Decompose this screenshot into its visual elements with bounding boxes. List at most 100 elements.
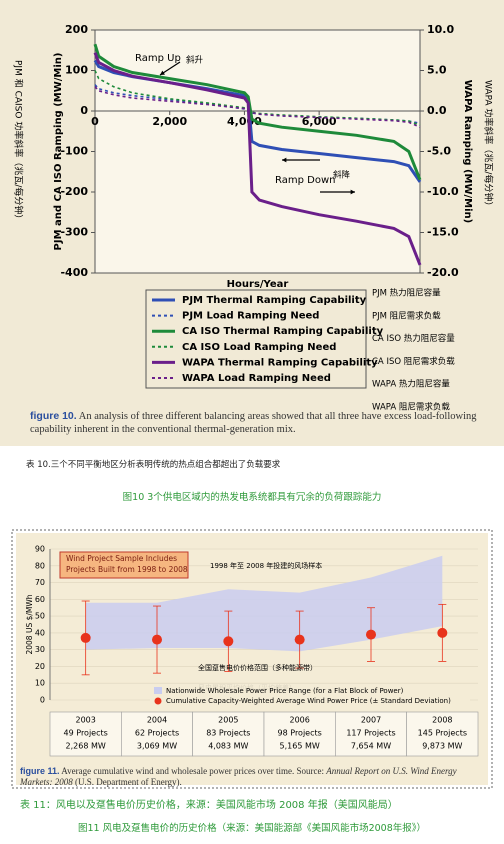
table-cell: [49, 711, 122, 757]
annotation: 斜升: [186, 55, 204, 66]
price-range-band: [85, 555, 443, 652]
legend-label-zh: PJM 热力阻尼容量: [372, 288, 441, 299]
capacity-label: 5,165 MW: [280, 742, 320, 751]
caption: figure 11. Average cumulative wind and w…: [20, 766, 490, 788]
capacity-label: 9,873 MW: [422, 742, 462, 751]
capacity-label: 3,069 MW: [137, 742, 177, 751]
legend-box: [150, 684, 470, 707]
price-dot: [80, 632, 91, 643]
price-dot: [437, 627, 448, 638]
y2-tick-label: 10.0: [427, 23, 454, 36]
y-tick-label: 70: [35, 578, 45, 587]
y2-axis-title: WAPA Ramping (MW/Min): [462, 80, 473, 223]
arrow-head: [282, 157, 287, 163]
annotation: 斜降: [333, 170, 351, 181]
projects-label: 62 Projects: [135, 729, 179, 738]
year-label: 2004: [147, 716, 167, 725]
table-cell: [263, 711, 336, 757]
table-cell: [121, 711, 193, 757]
legend-swatch: [154, 697, 162, 705]
year-label: 2003: [75, 716, 95, 725]
x-tick-label: 2,000: [152, 115, 187, 128]
figure-caption: 图10 3个供电区域内的热发电系统都具有冗余的负荷跟踪能力: [122, 492, 382, 503]
plot-area: [94, 29, 421, 274]
y-tick-label: 20: [35, 662, 45, 671]
table-caption: 表 11：风电以及趸售电价历史价格，来源：美国风能市场 2008 年报（美国风能…: [20, 800, 398, 811]
legend-label: PJM Load Ramping Need: [182, 311, 319, 322]
caption-text: Average cumulative wind and wholesale po…: [61, 766, 327, 776]
series-line: [93, 43, 422, 181]
legend-label: WAPA Thermal Ramping Capability: [182, 357, 378, 368]
projects-label: 98 Projects: [278, 729, 322, 738]
y2-axis-title-zh: WAPA 功率斜率（兆瓦/每分钟）: [483, 80, 495, 210]
legend-label: PJM Thermal Ramping Capability: [182, 295, 367, 306]
capacity-label: 7,654 MW: [351, 742, 391, 751]
capacity-label: 4,083 MW: [208, 742, 248, 751]
note-text: Projects Built from 1998 to 2008: [66, 565, 188, 574]
y-tick-label: 40: [35, 628, 45, 637]
price-dot: [294, 634, 305, 645]
capacity-label: 2,268 MW: [66, 742, 106, 751]
caption-source: Annual Report on U.S. Wind Energy Market…: [20, 766, 457, 787]
year-label: 2007: [361, 716, 381, 725]
y2-tick-label: -10.0: [427, 185, 459, 198]
table-caption: 表 10.三个不同平衡地区分析表明传统的热点组合都超出了负载要求: [26, 460, 281, 470]
y2-tick-label: -15.0: [427, 226, 459, 239]
projects-label: 117 Projects: [346, 729, 395, 738]
caption-label: figure 11.: [20, 766, 60, 776]
x-tick-label: 0: [91, 115, 99, 128]
price-dot: [223, 636, 234, 647]
x-tick-label: 6,000: [302, 115, 337, 128]
y2-tick-label: -5.0: [427, 145, 451, 158]
legend-label-zh: PJM 阻尼需求负载: [372, 310, 441, 321]
y-tick-label: 200: [65, 23, 88, 36]
y-tick-label: 100: [65, 64, 88, 77]
y-tick-label: 60: [35, 595, 45, 604]
annotation: Ramp Up: [135, 53, 181, 64]
legend-label: CA ISO Load Ramping Need: [182, 342, 336, 353]
figure-frame: [11, 529, 493, 789]
legend-label-zh: CA ISO 热力阻尼容量: [372, 333, 455, 344]
price-dot: [152, 634, 162, 645]
y-tick-label: 0: [40, 696, 45, 705]
legend-label: WAPA Load Ramping Need: [182, 373, 331, 384]
legend-label: Nationwide Wholesale Power Price Range (…: [166, 687, 404, 695]
caption-text: An analysis of three different balancing…: [30, 411, 477, 435]
year-label: 2006: [289, 716, 309, 725]
y-tick-label: -400: [60, 266, 88, 279]
annotation: Ramp Down: [275, 175, 335, 186]
year-label: 2005: [218, 716, 238, 725]
legend-label-zh: WAPA 热力阻尼容量: [372, 379, 450, 390]
y-tick-label: 10: [35, 679, 45, 688]
y-tick-label: 30: [35, 645, 45, 654]
table-cell: [335, 711, 407, 757]
y2-tick-label: 5.0: [427, 64, 447, 77]
y-tick-label: 90: [35, 545, 45, 554]
caption-text: (U.S. Department of Energy).: [72, 777, 182, 787]
price-dot: [366, 629, 376, 640]
note-text: Wind Project Sample Includes: [66, 554, 177, 563]
legend-label: CA ISO Thermal Ramping Capability: [182, 326, 384, 337]
year-label: 2008: [432, 716, 452, 725]
y-axis-title: PJM and CA ISO Ramping (MW/Min): [53, 53, 64, 251]
y-tick-label: 50: [35, 612, 45, 621]
y-axis-title-zh: PJM 和 CAISO 功率斜率（兆瓦/每分钟）: [13, 60, 25, 223]
caption-label: figure 10.: [30, 410, 77, 422]
legend-label: Cumulative Capacity-Weighted Average Win…: [166, 697, 451, 705]
legend-label-zh: CA ISO 阻尼需求负载: [372, 356, 455, 367]
figure-caption: 图11 风电及趸售电价的历史价格（来源：美国能源部《美国风能市场2008年报》）: [77, 823, 427, 834]
y2-tick-label: 0.0: [427, 104, 447, 117]
x-axis-title: Hours/Year: [227, 279, 289, 290]
projects-label: 49 Projects: [64, 729, 108, 738]
table-cell: [192, 711, 265, 757]
y-axis-title: 2008 US $/MWh: [25, 594, 34, 654]
arrow-head: [160, 70, 165, 75]
legend-label-zh: WAPA 阻尼需求负载: [372, 402, 450, 413]
y-tick-label: -100: [60, 145, 88, 158]
y2-tick-label: -20.0: [427, 266, 459, 279]
legend-swatch: [154, 687, 162, 694]
note-box: [59, 551, 189, 579]
series-line: [93, 52, 422, 266]
